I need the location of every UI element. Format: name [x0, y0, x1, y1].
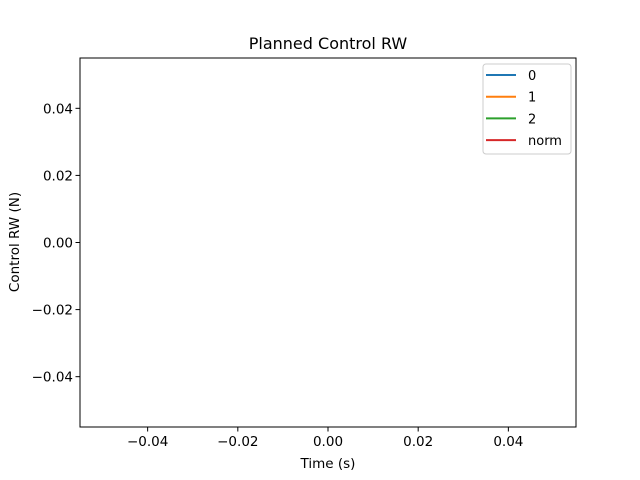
legend-label-0: 0 [528, 69, 536, 84]
x-tick-label: −0.04 [127, 434, 168, 450]
x-tick-label: −0.02 [217, 434, 258, 450]
y-tick-label: 0.00 [43, 236, 73, 252]
legend-label-1: 1 [528, 91, 536, 106]
x-tick-label: 0.00 [313, 434, 343, 450]
y-tick-label: 0.04 [43, 101, 73, 117]
legend-label-2: 2 [528, 112, 536, 127]
y-tick-label: −0.04 [32, 370, 73, 386]
y-tick-label: −0.02 [32, 303, 73, 319]
x-axis-label: Time (s) [300, 456, 356, 472]
x-tick-label: 0.02 [403, 434, 433, 450]
legend-label-norm: norm [528, 134, 562, 149]
x-tick-label: 0.04 [493, 434, 523, 450]
x-axis: −0.04 −0.02 0.00 0.02 0.04 [127, 427, 523, 450]
legend-box [482, 63, 572, 155]
y-axis: 0.04 0.02 0.00 −0.02 −0.04 [32, 101, 80, 386]
y-tick-label: 0.02 [43, 168, 73, 184]
chart-title: Planned Control RW [249, 34, 408, 53]
y-axis-label: Control RW (N) [7, 192, 23, 292]
legend: 0 1 2 norm [482, 63, 572, 155]
